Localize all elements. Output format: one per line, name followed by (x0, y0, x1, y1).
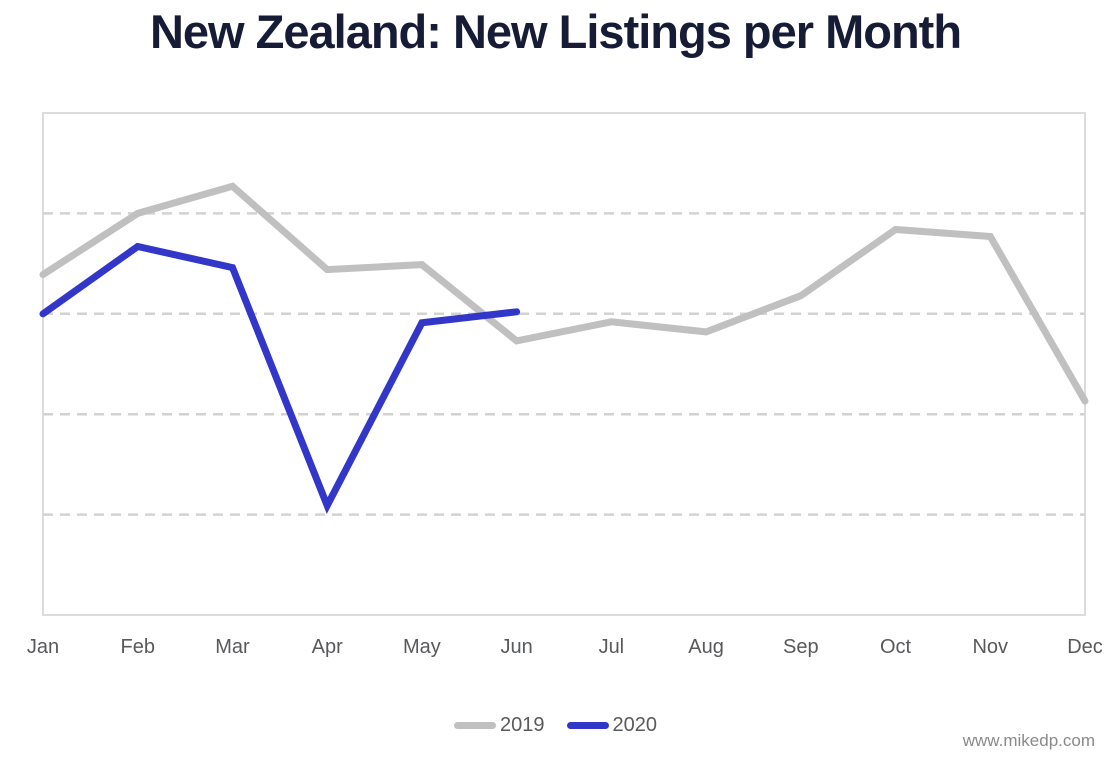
x-axis-label-may: May (403, 636, 441, 658)
x-axis-label-jan: Jan (26, 636, 60, 658)
x-axis-label-nov: Nov (972, 636, 1009, 658)
watermark: www.mikedp.com (962, 731, 1095, 750)
legend-swatch-2019 (454, 722, 496, 729)
plot-border (42, 112, 1086, 616)
x-axis-label-jun: Jun (500, 636, 533, 658)
x-axis-label-apr: Apr (311, 636, 343, 658)
legend-item-2020: 2020 (566, 714, 658, 737)
legend-swatch-2020 (566, 722, 609, 729)
x-axis-label-mar: Mar (215, 636, 250, 658)
x-axis-label-feb: Feb (120, 636, 155, 658)
legend-label-2019: 2019 (500, 714, 545, 736)
legend-label-2020: 2020 (612, 714, 658, 736)
series-line-2020 (39, 242, 521, 515)
x-axis-label-oct: Oct (879, 636, 912, 658)
chart-title: New Zealand: New Listings per Month (149, 5, 962, 58)
legend-item-2019: 2019 (454, 714, 545, 737)
legend: 2019 2020 (0, 714, 1111, 737)
series-line-2019 (39, 182, 1089, 405)
x-axis-label-sep: Sep (783, 636, 819, 658)
x-axis-label-dec: Dec (1067, 636, 1103, 658)
x-axis-label-jul: Jul (598, 636, 625, 658)
x-axis-label-aug: Aug (688, 636, 724, 658)
